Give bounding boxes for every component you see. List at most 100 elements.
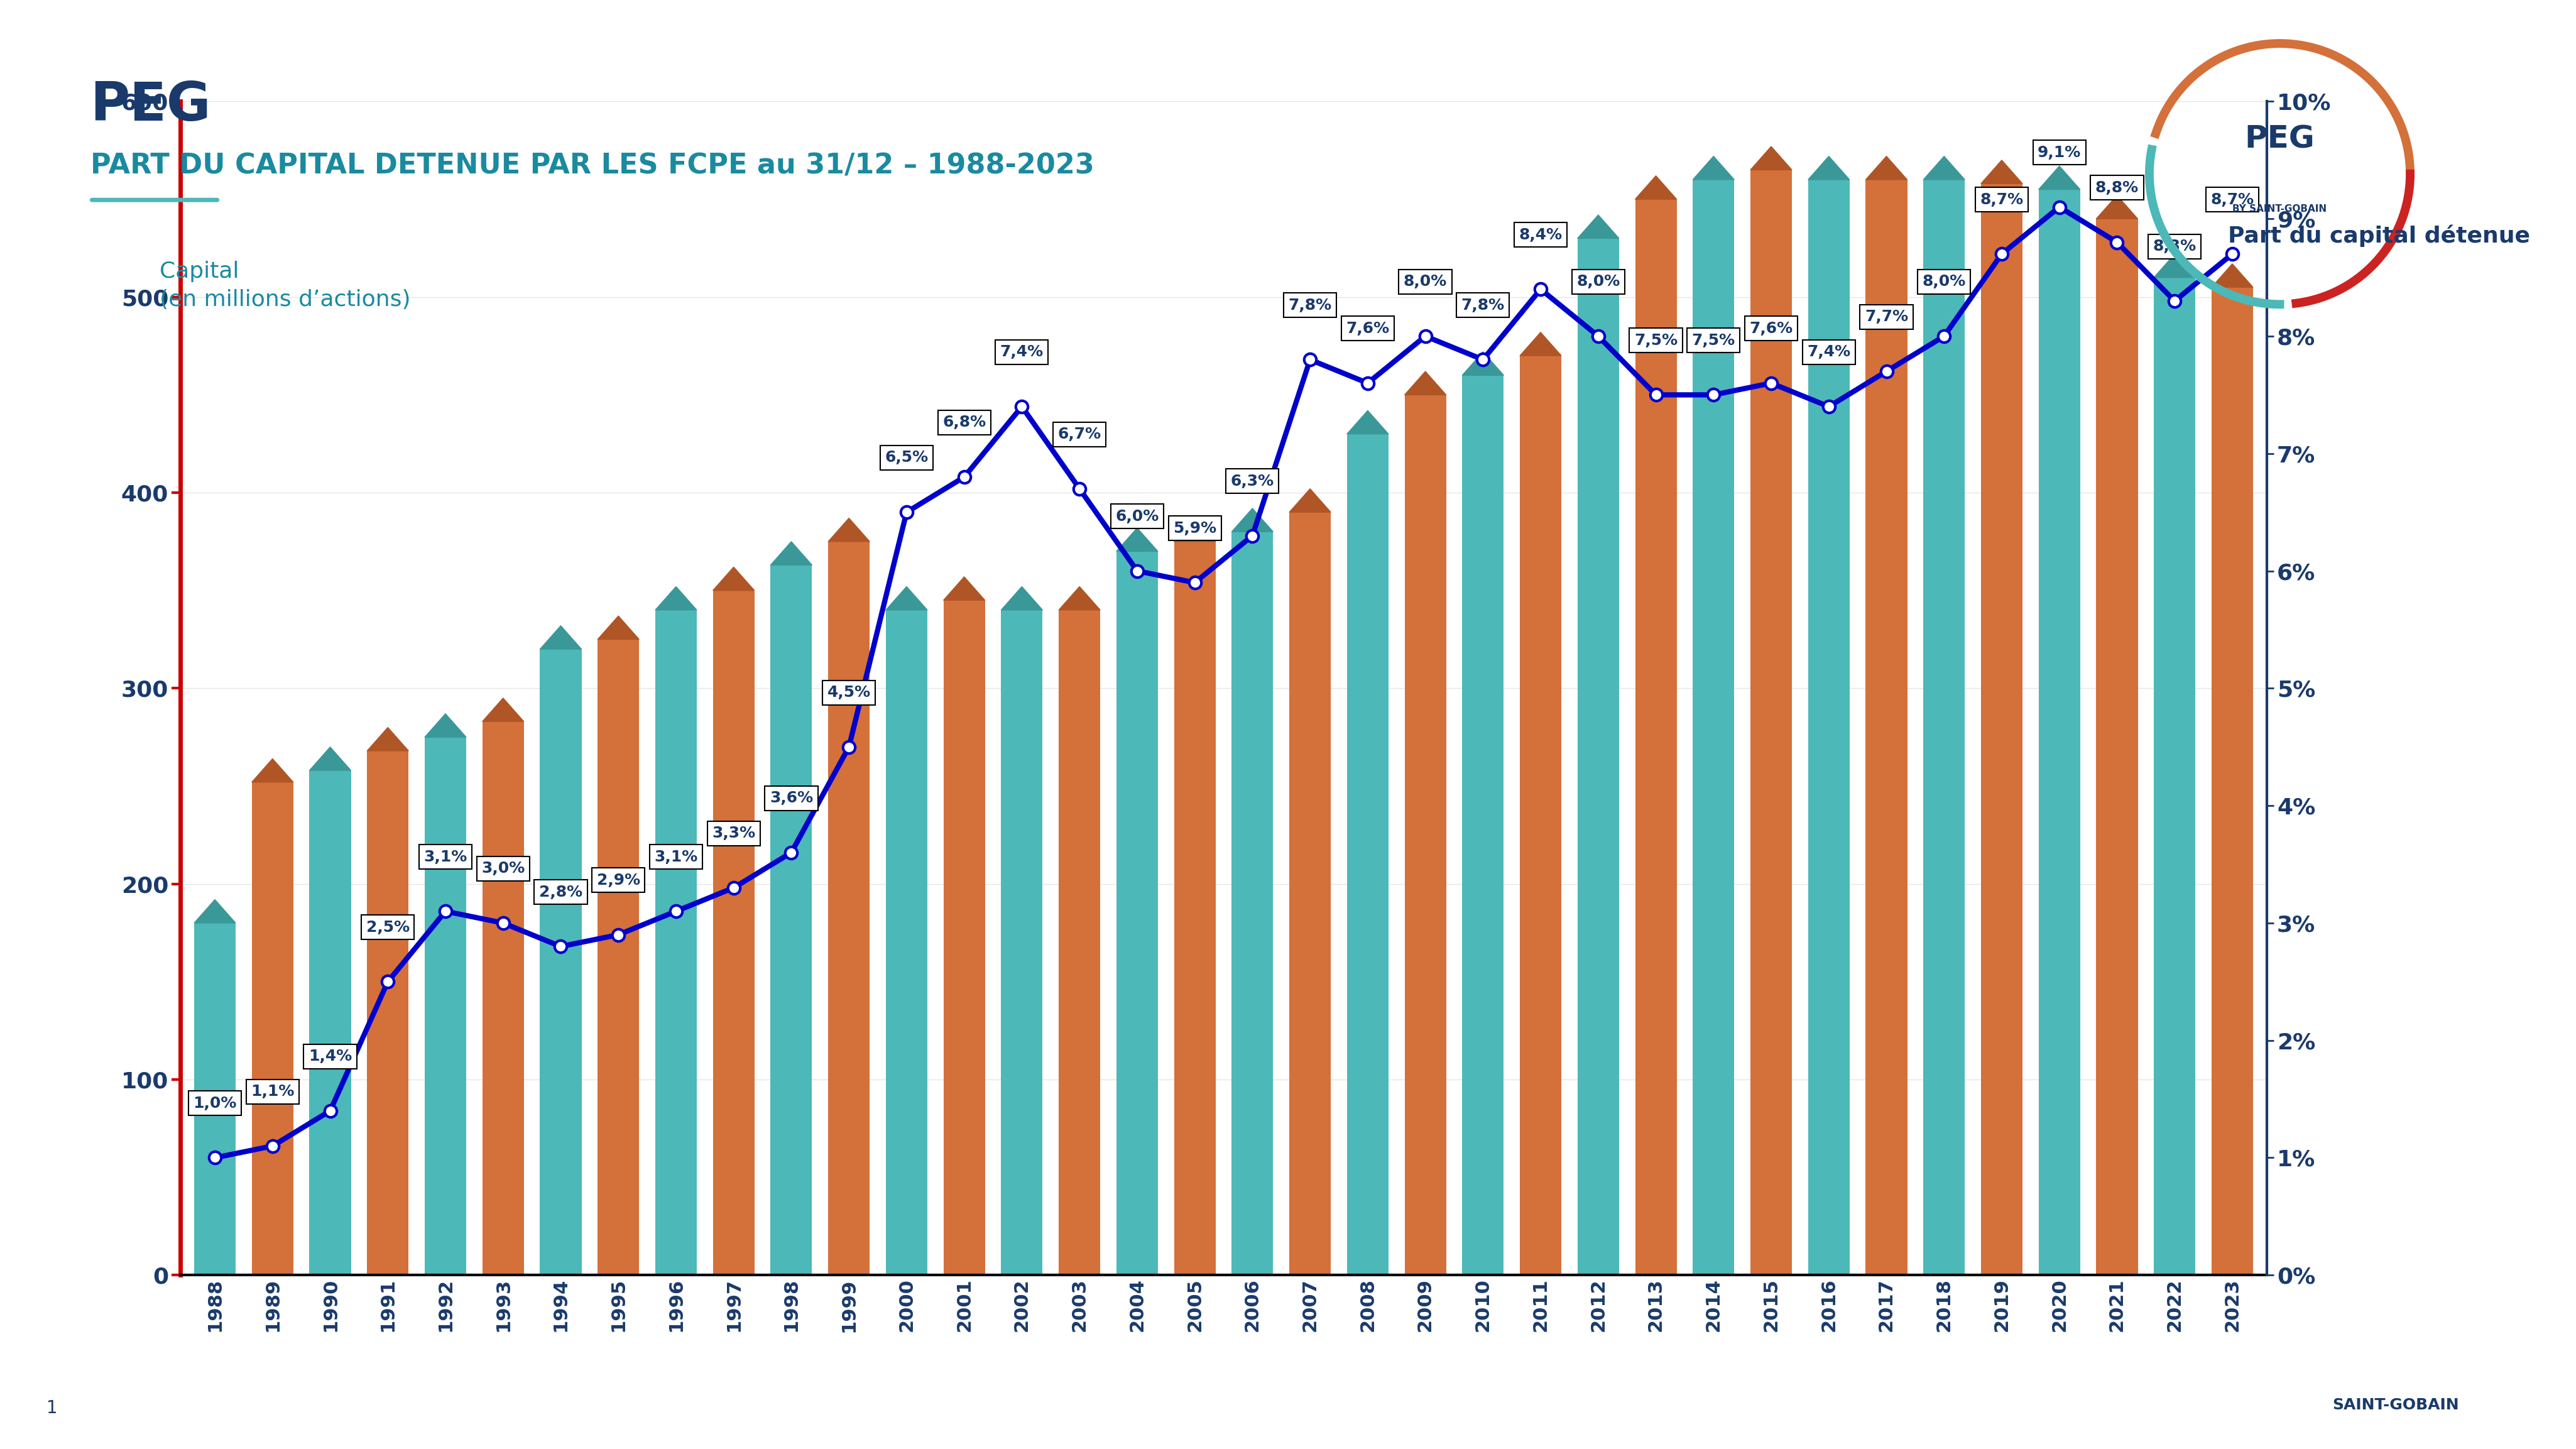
Bar <box>1291 511 1332 1275</box>
Polygon shape <box>1520 332 1561 355</box>
Text: 4,5%: 4,5% <box>827 685 871 700</box>
Polygon shape <box>541 626 582 649</box>
Text: 3,3%: 3,3% <box>711 826 755 840</box>
Bar <box>2097 219 2138 1275</box>
Polygon shape <box>943 577 984 600</box>
Text: 6,5%: 6,5% <box>886 451 927 465</box>
Text: 8,7%: 8,7% <box>2210 191 2254 207</box>
Polygon shape <box>2154 254 2195 278</box>
Text: Capital
(en millions d’actions): Capital (en millions d’actions) <box>160 261 410 310</box>
Bar <box>1002 610 1043 1275</box>
Text: 7,7%: 7,7% <box>1865 309 1909 325</box>
Text: 8,0%: 8,0% <box>1922 274 1965 290</box>
Polygon shape <box>1059 587 1100 610</box>
Polygon shape <box>366 727 410 751</box>
Bar <box>1636 199 1677 1275</box>
Polygon shape <box>598 616 639 639</box>
Polygon shape <box>1577 214 1618 238</box>
Text: 1: 1 <box>46 1400 57 1417</box>
Text: 7,6%: 7,6% <box>1347 322 1388 336</box>
Bar <box>1231 532 1273 1275</box>
Text: 1,1%: 1,1% <box>250 1084 294 1100</box>
Bar <box>1865 180 1906 1275</box>
Bar <box>714 591 755 1275</box>
Bar <box>2213 287 2254 1275</box>
Text: 7,8%: 7,8% <box>1288 297 1332 313</box>
Text: 7,8%: 7,8% <box>1461 297 1504 313</box>
Polygon shape <box>193 900 234 923</box>
Bar <box>1692 180 1734 1275</box>
Polygon shape <box>654 587 696 610</box>
Polygon shape <box>2213 264 2254 287</box>
Bar <box>1981 184 2022 1275</box>
Text: 3,1%: 3,1% <box>654 849 698 864</box>
Polygon shape <box>1865 156 1906 180</box>
Polygon shape <box>1404 371 1445 396</box>
Polygon shape <box>1002 587 1043 610</box>
Text: 7,4%: 7,4% <box>1808 345 1850 359</box>
Bar <box>425 738 466 1275</box>
Bar <box>541 649 582 1275</box>
Text: BY SAINT-GOBAIN: BY SAINT-GOBAIN <box>2233 204 2326 213</box>
Polygon shape <box>1981 161 2022 184</box>
Text: 9,1%: 9,1% <box>2038 145 2081 161</box>
Text: 7,5%: 7,5% <box>1633 333 1677 348</box>
Text: 8,4%: 8,4% <box>1520 227 1561 242</box>
Bar <box>886 610 927 1275</box>
Text: 3,0%: 3,0% <box>482 861 526 877</box>
Polygon shape <box>1636 175 1677 199</box>
Text: 8,0%: 8,0% <box>1404 274 1448 290</box>
Text: PEG: PEG <box>90 80 211 132</box>
Bar <box>2038 190 2081 1275</box>
Bar <box>252 782 294 1275</box>
Text: 3,6%: 3,6% <box>770 791 814 806</box>
Polygon shape <box>829 519 871 542</box>
Polygon shape <box>1463 352 1504 375</box>
Polygon shape <box>770 542 811 565</box>
Polygon shape <box>425 714 466 738</box>
Bar <box>2154 278 2195 1275</box>
Bar <box>598 639 639 1275</box>
Text: 8,3%: 8,3% <box>2154 239 2197 254</box>
Text: 8,8%: 8,8% <box>2094 180 2138 196</box>
Polygon shape <box>1752 146 1793 170</box>
Bar <box>193 923 234 1275</box>
Polygon shape <box>252 759 294 782</box>
Polygon shape <box>714 567 755 591</box>
Bar <box>770 565 811 1275</box>
Bar <box>1463 375 1504 1275</box>
Bar <box>829 542 871 1275</box>
Bar <box>309 771 350 1275</box>
Bar <box>1059 610 1100 1275</box>
Polygon shape <box>1347 410 1388 435</box>
Polygon shape <box>1175 519 1216 542</box>
Bar <box>1520 355 1561 1275</box>
Text: 6,3%: 6,3% <box>1231 474 1275 488</box>
Bar <box>1347 435 1388 1275</box>
Text: Part du capital détenue: Part du capital détenue <box>2228 225 2530 246</box>
Text: 7,6%: 7,6% <box>1749 322 1793 336</box>
Bar <box>1577 238 1618 1275</box>
Text: SAINT-GOBAIN: SAINT-GOBAIN <box>2331 1398 2460 1413</box>
Text: 3,1%: 3,1% <box>422 849 466 864</box>
Bar <box>654 610 696 1275</box>
Polygon shape <box>1291 488 1332 511</box>
Text: PEG: PEG <box>2244 125 2316 154</box>
Bar <box>1115 552 1157 1275</box>
Polygon shape <box>886 587 927 610</box>
Polygon shape <box>482 698 523 722</box>
Bar <box>943 600 984 1275</box>
Text: 6,0%: 6,0% <box>1115 509 1159 525</box>
Polygon shape <box>1692 156 1734 180</box>
Text: 5,9%: 5,9% <box>1172 520 1216 536</box>
Bar <box>1924 180 1965 1275</box>
Text: 8,7%: 8,7% <box>1981 191 2025 207</box>
Text: 2,8%: 2,8% <box>538 884 582 900</box>
Polygon shape <box>1115 527 1157 552</box>
Bar <box>1175 542 1216 1275</box>
Polygon shape <box>2038 167 2081 190</box>
Bar <box>1808 180 1850 1275</box>
Bar <box>1404 396 1445 1275</box>
Text: 6,8%: 6,8% <box>943 414 987 430</box>
Bar <box>366 751 410 1275</box>
